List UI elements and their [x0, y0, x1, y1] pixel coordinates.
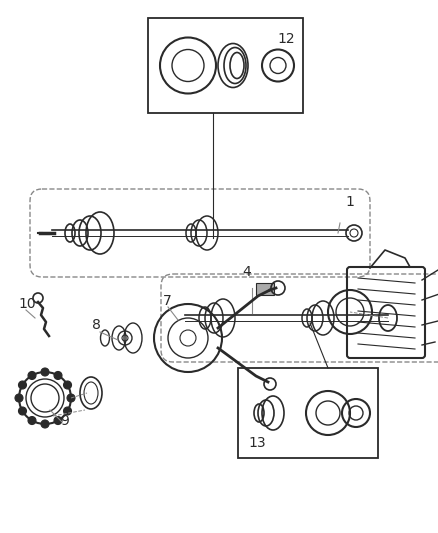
Circle shape [67, 394, 75, 402]
Circle shape [64, 381, 71, 389]
Circle shape [15, 394, 23, 402]
Bar [238, 368, 378, 458]
Circle shape [18, 407, 26, 415]
Text: 7: 7 [163, 294, 172, 308]
Text: 9: 9 [60, 414, 69, 428]
Circle shape [54, 416, 62, 424]
Text: 1: 1 [345, 195, 354, 209]
Circle shape [28, 372, 36, 379]
Circle shape [28, 416, 36, 424]
Text: 4: 4 [243, 265, 251, 279]
Bar [148, 18, 303, 113]
Circle shape [41, 420, 49, 428]
Circle shape [41, 368, 49, 376]
Text: 10: 10 [18, 297, 35, 311]
Circle shape [64, 407, 71, 415]
Text: 8: 8 [92, 318, 101, 332]
Circle shape [18, 381, 26, 389]
Text: 12: 12 [277, 32, 295, 46]
Circle shape [54, 372, 62, 379]
Bar [256, 283, 274, 295]
Text: 13: 13 [248, 436, 265, 450]
